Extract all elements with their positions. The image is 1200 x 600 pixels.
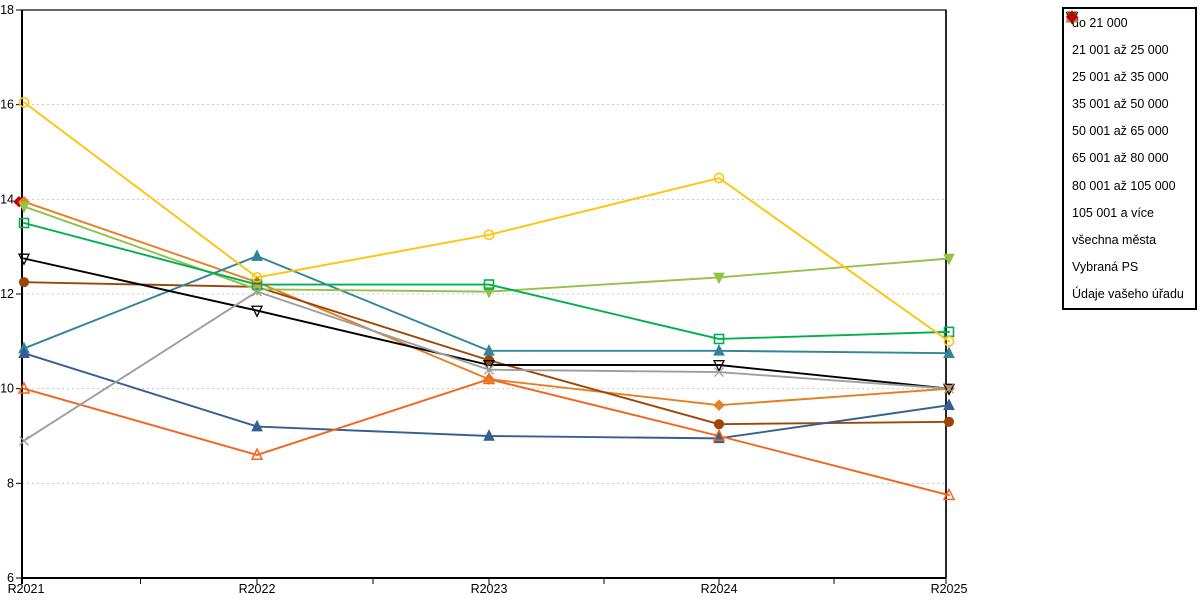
marker (943, 398, 955, 411)
series-line-6 (23, 222, 950, 340)
series-markers-7 (18, 96, 955, 347)
chart-legend: do 21 000 21 001 až 25 000 25 001 až 35 00… (1062, 7, 1197, 310)
legend-item: 105 001 a více (1064, 9, 1195, 226)
marker (483, 429, 495, 441)
marker (19, 435, 29, 446)
series-line-7 (23, 101, 950, 343)
legend-item: 65 001 až 80 000 (1064, 11, 1195, 172)
marker (713, 272, 725, 285)
series-markers-10 (19, 286, 954, 446)
marker (713, 419, 725, 430)
y-tick-label: 8 (7, 476, 14, 490)
x-tick-label: R2021 (8, 582, 45, 596)
marker (18, 217, 30, 229)
x-tick-label: R2024 (701, 582, 738, 596)
marker (251, 272, 263, 283)
y-tick-label: 10 (0, 382, 14, 396)
legend-label: Vybraná PS (1072, 260, 1139, 275)
x-tick-label: R2023 (471, 582, 508, 596)
marker (1065, 10, 1079, 24)
series-markers-9 (17, 253, 956, 396)
legend-label: 25 001 až 35 000 (1072, 69, 1169, 84)
marker (714, 367, 724, 378)
marker (483, 343, 495, 356)
diamond-filled-icon (1065, 10, 1079, 24)
line-circle-hollow (23, 101, 950, 343)
marker (943, 346, 955, 358)
marker (482, 371, 496, 385)
marker (250, 305, 264, 318)
marker (250, 447, 264, 460)
y-tick-label: 18 (0, 3, 14, 17)
marker (252, 286, 262, 297)
series-markers-5 (18, 201, 955, 299)
marker (17, 381, 31, 394)
marker (943, 335, 955, 347)
marker (484, 364, 494, 375)
marker (18, 96, 30, 108)
legend-label: 21 001 až 25 000 (1072, 42, 1169, 57)
legend-item: 35 001 až 50 000 (1064, 9, 1195, 118)
marker (17, 253, 31, 266)
marker (713, 333, 725, 345)
legend-item: Vybraná PS (1064, 11, 1195, 281)
marker (18, 277, 30, 288)
marker (944, 383, 954, 394)
line-square-hollow (23, 222, 950, 340)
legend-item: 50 001 až 65 000 (1064, 11, 1195, 145)
y-tick-label: 12 (0, 287, 14, 301)
legend-item: 80 001 až 105 000 (1064, 11, 1195, 199)
marker (942, 383, 956, 396)
x-tick-label: R2025 (931, 582, 968, 596)
marker (251, 249, 263, 261)
legend-item: do 21 000 (1064, 9, 1195, 36)
legend-label: 80 001 až 105 000 (1072, 178, 1176, 193)
marker (712, 360, 726, 373)
marker (482, 360, 496, 373)
series-markers-4 (18, 346, 955, 444)
legend-item: 21 001 až 25 000 (1064, 11, 1195, 63)
marker (712, 428, 726, 442)
marker (713, 343, 725, 356)
series-markers-3 (18, 249, 955, 358)
marker (942, 487, 956, 501)
y-tick-label: 16 (0, 98, 14, 112)
marker (483, 229, 495, 241)
marker (483, 279, 495, 290)
legend-label: všechna města (1072, 232, 1157, 247)
y-tick-label: 14 (0, 192, 14, 206)
marker (251, 279, 263, 290)
legend-label: do 21 000 (1072, 15, 1128, 30)
marker (943, 253, 955, 266)
marker (943, 416, 955, 427)
y-tick-label: 6 (7, 571, 14, 585)
legend-item: 25 001 až 35 000 (1064, 9, 1195, 90)
legend-item: všechna města (1064, 11, 1195, 253)
marker (18, 346, 30, 358)
series-markers-6 (18, 217, 955, 345)
legend-label: 50 001 až 65 000 (1072, 124, 1169, 139)
x-tick-label: R2022 (239, 582, 276, 596)
legend-label: 105 001 a více (1072, 205, 1155, 220)
marker (251, 419, 263, 432)
marker (713, 399, 725, 412)
series-markers-8 (17, 371, 956, 501)
marker (18, 201, 30, 214)
marker (713, 172, 725, 184)
legend-label: 35 001 až 50 000 (1072, 97, 1169, 112)
legend-label: Údaje vašeho úřadu (1072, 287, 1184, 302)
legend-label: 65 001 až 80 000 (1072, 151, 1169, 166)
legend-item: Údaje vašeho úřadu (1064, 10, 1195, 308)
